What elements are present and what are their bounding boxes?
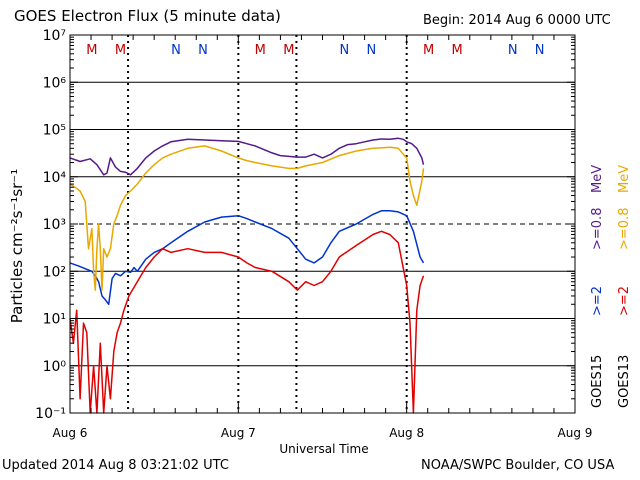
noon-marker: N	[340, 43, 350, 58]
begin-time-label: Begin: 2014 Aug 6 0000 UTC	[423, 13, 611, 28]
y-tick-label: 10⁷	[43, 28, 66, 44]
y-tick-label: 10⁻¹	[35, 406, 66, 422]
series-line	[69, 230, 425, 414]
chart-title: GOES Electron Flux (5 minute data)	[14, 7, 281, 25]
axis-ticks: 10⁻¹ 10⁰ 10¹ 10² 10³ 10⁴ 10⁵ 10⁶ 10⁷ Aug 6 Aug 7 Au…	[35, 28, 592, 440]
series-line	[69, 137, 425, 176]
x-axis-label: Universal Time	[279, 442, 368, 456]
noon-marker: N	[366, 43, 376, 58]
y-tick-label: 10²	[43, 264, 66, 280]
y-tick-label: 10³	[43, 217, 66, 233]
noon-marker: N	[171, 43, 181, 58]
noon-marker: N	[535, 43, 545, 58]
y-tick-label: 10⁴	[43, 170, 67, 186]
noon-marker: N	[198, 43, 208, 58]
midnight-marker: M	[452, 43, 463, 58]
y-tick-label: 10⁰	[43, 359, 67, 375]
legend-goes13-high: >=0.8	[617, 208, 632, 250]
series-line	[69, 145, 425, 291]
y-tick-label: 10⁶	[43, 75, 67, 91]
legend-goes15-name: GOES15	[590, 355, 605, 408]
series-line	[69, 210, 425, 306]
legend-goes13-low: >=2	[617, 286, 632, 316]
y-axis-label: Particles cm⁻²s⁻¹sr⁻¹	[8, 169, 26, 323]
series-group	[69, 137, 425, 414]
source-credit: NOAA/SWPC Boulder, CO USA	[421, 458, 615, 473]
x-tick-label: Aug 8	[389, 426, 424, 440]
midnight-marker: M	[283, 43, 294, 58]
noon-marker: N	[508, 43, 518, 58]
midnight-marker: M	[115, 43, 126, 58]
legend-goes15-low: >=2	[590, 286, 605, 316]
y-tick-label: 10¹	[43, 312, 66, 328]
x-tick-label: Aug 7	[221, 426, 256, 440]
midnight-marker: M	[86, 43, 97, 58]
grid-lines	[70, 81, 575, 367]
x-tick-label: Aug 6	[53, 426, 88, 440]
legend-goes13-high-unit: MeV	[617, 165, 632, 193]
legend-goes13-name: GOES13	[617, 355, 632, 408]
updated-timestamp: Updated 2014 Aug 8 03:21:02 UTC	[2, 458, 229, 473]
legend-goes15-high-unit: MeV	[590, 165, 605, 193]
y-tick-label: 10⁵	[43, 123, 66, 139]
x-tick-label: Aug 9	[558, 426, 593, 440]
legend-goes15-high: >=0.8	[590, 208, 605, 250]
midnight-marker: M	[255, 43, 266, 58]
legend: MeV >=0.8 >=2 GOES15 MeV >=0.8 >=2 GOES1…	[590, 165, 632, 408]
midnight-marker: M	[423, 43, 434, 58]
